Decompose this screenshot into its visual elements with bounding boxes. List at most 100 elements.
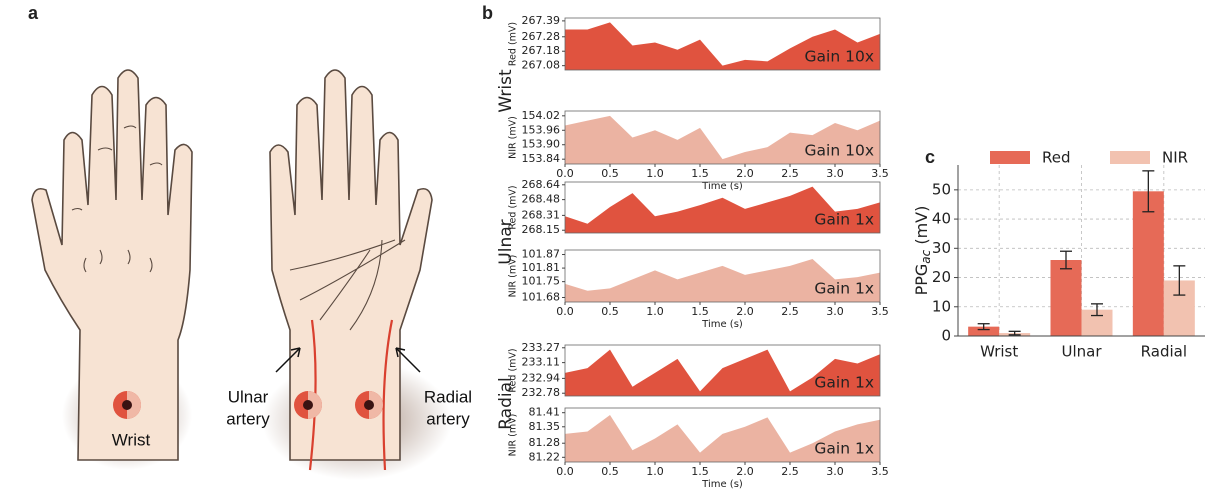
y-tick-label: 268.48: [522, 193, 561, 206]
y-tick-label: 267.18: [522, 44, 561, 57]
annotation: Gain 1x: [814, 280, 874, 298]
y-axis-label: NIR (mV): [508, 116, 519, 159]
site-label: artery: [226, 409, 270, 428]
annotation: Gain 10x: [805, 142, 874, 160]
bar: [1132, 191, 1164, 336]
annotation: Gain 1x: [814, 374, 874, 392]
y-tick-label: 81.28: [529, 436, 561, 449]
y-tick-label: 81.35: [529, 420, 561, 433]
x-tick-label: 3.0: [826, 465, 844, 478]
y-axis-label: NIR (mV): [508, 255, 519, 298]
x-tick-label: 2.5: [781, 305, 799, 318]
y-tick-label: 154.02: [522, 109, 561, 122]
annotation: Gain 10x: [805, 48, 874, 66]
y-tick-label: 232.94: [522, 371, 561, 384]
x-tick-label: 1.5: [691, 167, 709, 180]
x-tick-label: 2.0: [736, 305, 754, 318]
site-label: Wrist: [112, 430, 151, 449]
site-label: artery: [426, 409, 470, 428]
area: [565, 259, 880, 302]
y-tick-label: 153.84: [522, 152, 561, 165]
bar: [1050, 260, 1082, 336]
y-axis-label: Red (mV): [508, 22, 519, 66]
y-tick-label: 101.87: [522, 248, 561, 261]
area: [565, 22, 880, 70]
annotation: Gain 1x: [814, 211, 874, 229]
x-tick-label: 3.0: [826, 167, 844, 180]
axes: [957, 165, 1205, 337]
y-tick-label: 50: [932, 180, 951, 198]
x-axis-label: Time (s): [701, 479, 743, 490]
legend-swatch: [1110, 151, 1150, 164]
x-axis-label: Time (s): [701, 181, 743, 192]
plot-frame: [564, 344, 881, 397]
x-tick-label: 2.0: [736, 465, 754, 478]
row-label: Wrist: [496, 69, 516, 113]
y-axis-label-unit: (mV): [912, 206, 931, 250]
y-tick-label: 81.22: [529, 450, 561, 463]
row-label: Radial: [496, 377, 516, 430]
area: [565, 115, 880, 164]
y-axis-label: PPGac (mV): [912, 206, 933, 296]
area: [565, 186, 880, 233]
panel-label: a: [28, 3, 39, 23]
x-tick-label: 3.0: [826, 305, 844, 318]
y-tick-label: 267.08: [522, 59, 561, 72]
x-tick-label: 1.0: [646, 167, 664, 180]
x-tick-label: 2.0: [736, 167, 754, 180]
y-tick-label: 10: [932, 297, 951, 315]
y-tick-label: 268.31: [522, 208, 561, 221]
x-tick-label: Wrist: [980, 343, 1018, 361]
y-tick-label: 101.75: [522, 275, 561, 288]
y-tick-label: 0: [941, 327, 951, 345]
hand-back: [31, 69, 193, 470]
x-tick-label: 3.5: [871, 167, 889, 180]
hand-palm: [262, 69, 452, 480]
area: [565, 349, 880, 396]
x-tick-label: 3.5: [871, 305, 889, 318]
y-axis-label: Red (mV): [508, 185, 519, 229]
sensor-markers: [113, 391, 383, 419]
plot-frame: [564, 407, 881, 463]
x-tick-label: 1.0: [646, 465, 664, 478]
y-tick-label: 153.90: [522, 138, 561, 151]
x-tick-label: 0.5: [601, 167, 619, 180]
y-tick-label: 232.78: [522, 386, 561, 399]
y-tick-label: 101.81: [522, 261, 561, 274]
x-tick-label: 0.5: [601, 465, 619, 478]
y-tick-label: 20: [932, 268, 951, 286]
x-tick-label: 1.5: [691, 305, 709, 318]
x-tick-label: 0.0: [556, 305, 574, 318]
y-axis-label: Red (mV): [508, 348, 519, 392]
plot-frame: [564, 249, 881, 303]
site-label: Ulnar: [228, 387, 269, 406]
y-tick-label: 40: [932, 210, 951, 228]
x-tick-label: 0.0: [556, 465, 574, 478]
x-axis-label: Time (s): [701, 319, 743, 330]
y-axis-label: NIR (mV): [508, 414, 519, 457]
x-tick-label: Ulnar: [1061, 343, 1102, 361]
x-tick-label: 0.5: [601, 305, 619, 318]
x-tick-label: 0.0: [556, 167, 574, 180]
y-tick-label: 268.15: [522, 223, 561, 236]
y-tick-label: 233.27: [522, 341, 561, 354]
y-tick-label: 101.68: [522, 290, 561, 303]
panel-label: b: [482, 3, 493, 23]
legend-label: NIR: [1162, 149, 1188, 167]
annotation: Gain 1x: [814, 440, 874, 458]
panel-label: c: [925, 147, 935, 167]
x-tick-label: Radial: [1141, 343, 1187, 361]
y-tick-label: 267.28: [522, 30, 561, 43]
legend-label: Red: [1042, 149, 1071, 167]
y-tick-label: 267.39: [522, 14, 561, 27]
area: [565, 415, 880, 462]
y-tick-label: 30: [932, 239, 951, 257]
y-tick-label: 153.96: [522, 123, 561, 136]
y-axis-label-subscript: ac: [919, 249, 933, 263]
x-tick-label: 1.5: [691, 465, 709, 478]
x-tick-label: 3.5: [871, 465, 889, 478]
x-tick-label: 2.5: [781, 167, 799, 180]
y-tick-label: 268.64: [522, 178, 561, 191]
x-tick-label: 2.5: [781, 465, 799, 478]
